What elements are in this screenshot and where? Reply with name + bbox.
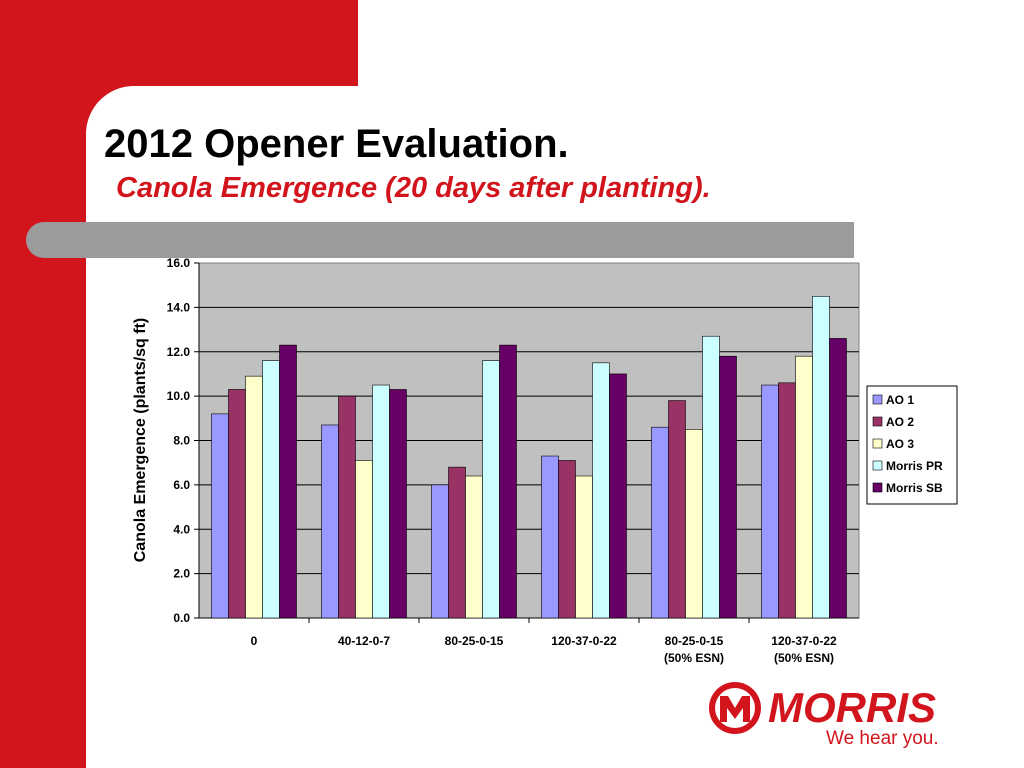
morris-m-emblem-icon [709, 682, 761, 734]
y-tick-label: 6.0 [173, 478, 190, 492]
bar [778, 382, 796, 619]
legend-label: AO 3 [886, 437, 914, 451]
y-tick-label: 0.0 [173, 611, 190, 625]
y-tick-label: 2.0 [173, 567, 190, 581]
bar [558, 460, 576, 619]
legend-swatch [872, 482, 883, 493]
x-tick-label: 120-37-0-22 [551, 634, 617, 648]
bar [245, 375, 263, 619]
bar [482, 360, 500, 619]
y-tick-label: 4.0 [173, 522, 190, 536]
gray-divider-band [26, 222, 854, 258]
y-tick-label: 8.0 [173, 434, 190, 448]
bar [211, 413, 229, 619]
bar [812, 295, 830, 619]
slide-subtitle: Canola Emergence (20 days after planting… [116, 172, 711, 204]
legend-swatch [872, 460, 883, 471]
bar [355, 460, 373, 619]
legend-swatch [872, 438, 883, 449]
bar [702, 335, 720, 619]
legend-label: AO 2 [886, 415, 914, 429]
x-tick-label: 120-37-0-22 [771, 634, 837, 648]
bar [499, 344, 517, 619]
bar [575, 475, 593, 619]
bar [262, 360, 280, 619]
bar [668, 400, 686, 619]
plot-area: 0.0 2.0 4.0 6.0 8.0 10.0 12.0 14.0 16.0 0 40-12-0-… [167, 256, 860, 665]
bar [719, 355, 737, 619]
y-tick-label: 14.0 [167, 300, 191, 314]
bar [592, 362, 610, 619]
y-axis-label: Canola Emergence (plants/sq ft) [132, 318, 149, 563]
legend-label: Morris SB [886, 481, 943, 495]
x-tick-label: (50% ESN) [774, 651, 834, 665]
bar [829, 338, 847, 619]
legend-swatch [872, 394, 883, 405]
bar [795, 355, 813, 619]
y-tick-label: 16.0 [167, 256, 191, 270]
bar [228, 389, 246, 619]
bar [338, 395, 356, 619]
bar [372, 384, 390, 619]
morris-logo: MORRIS We hear you. [709, 682, 939, 749]
bar [609, 373, 627, 619]
bar [465, 475, 483, 619]
logo-tagline: We hear you. [826, 728, 939, 749]
bar [651, 426, 669, 619]
bar [279, 344, 297, 619]
logo-wordmark: MORRIS [768, 684, 936, 731]
legend-label: Morris PR [886, 459, 943, 473]
legend-label: AO 1 [886, 393, 914, 407]
bar [448, 466, 466, 619]
bar [541, 455, 559, 619]
bar [685, 429, 703, 619]
y-tick-label: 12.0 [167, 345, 191, 359]
legend-swatch [872, 416, 883, 427]
x-tick-label: 40-12-0-7 [338, 634, 390, 648]
x-tick-label: (50% ESN) [664, 651, 724, 665]
legend: AO 1 AO 2 AO 3 Morris PR Morris SB [866, 385, 958, 505]
x-tick-label: 80-25-0-15 [665, 634, 724, 648]
y-tick-label: 10.0 [167, 389, 191, 403]
bar [389, 389, 407, 619]
bar [321, 424, 339, 619]
x-tick-label: 80-25-0-15 [445, 634, 504, 648]
x-tick-label: 0 [251, 634, 258, 648]
bar [431, 484, 449, 619]
slide-title: 2012 Opener Evaluation. [104, 122, 569, 166]
bar [761, 384, 779, 619]
